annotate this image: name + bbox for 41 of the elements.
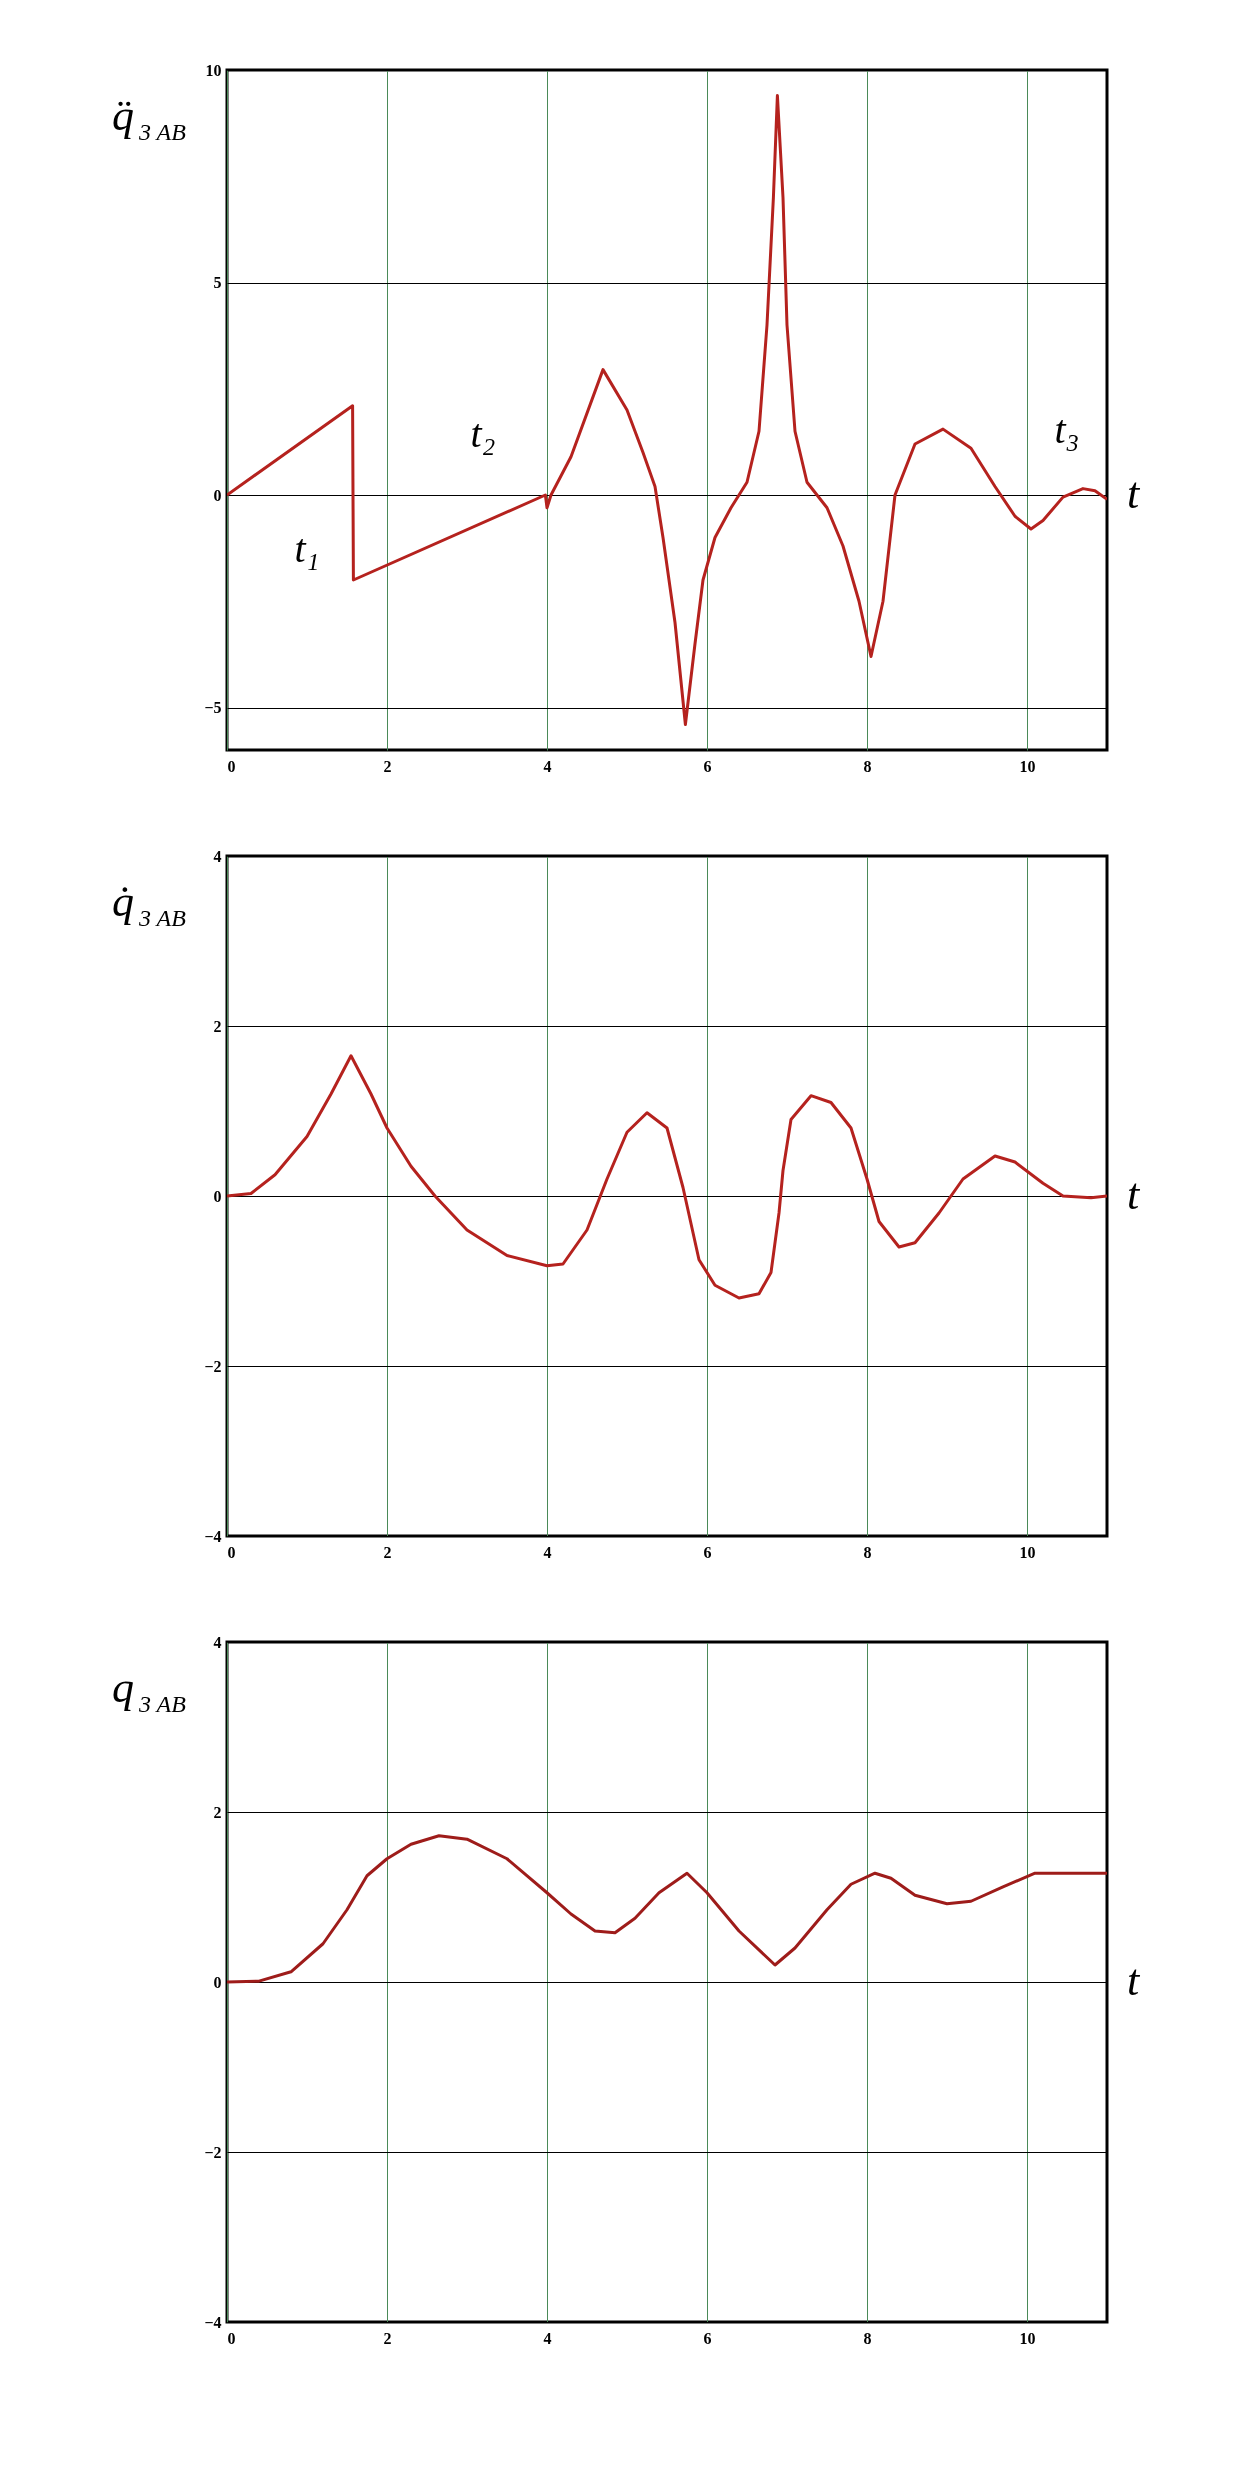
x-axis-title: t: [1127, 1170, 1141, 1219]
x-tick-label: 4: [543, 757, 552, 775]
x-tick-label: 10: [1019, 2329, 1036, 2347]
y-tick-label: 0: [213, 1973, 222, 1991]
x-tick-label: 8: [863, 2329, 872, 2347]
x-tick-label: 8: [863, 757, 872, 775]
annotation: t₃: [1054, 407, 1080, 452]
x-tick-label: 6: [703, 1543, 712, 1561]
y-tick-label: −2: [204, 1357, 222, 1375]
x-axis-title: t: [1127, 469, 1141, 518]
y-tick-label: 10: [205, 61, 222, 79]
x-tick-label: 0: [227, 2329, 236, 2347]
x-tick-label: 4: [543, 1543, 552, 1561]
y-tick-label: 2: [213, 1803, 222, 1821]
x-tick-label: 2: [383, 757, 392, 775]
x-tick-label: 10: [1019, 1543, 1036, 1561]
line-series: [227, 1834, 1107, 1984]
x-tick-label: 6: [703, 2329, 712, 2347]
x-tick-label: 0: [227, 757, 236, 775]
x-tick-label: 4: [543, 2329, 552, 2347]
annotation: t₁: [294, 526, 320, 571]
y-tick-label: −4: [204, 1527, 222, 1545]
y-tick-label: 0: [213, 486, 222, 504]
x-tick-label: 6: [703, 757, 712, 775]
x-tick-label: 8: [863, 1543, 872, 1561]
line-series: [227, 94, 1107, 726]
y-tick-label: −2: [204, 2143, 222, 2161]
y-tick-label: −5: [204, 699, 222, 716]
x-tick-label: 0: [227, 1543, 236, 1561]
y-tick-label: −4: [204, 2313, 222, 2331]
x-axis-title: t: [1127, 1956, 1141, 2005]
y-tick-label: 2: [213, 1017, 222, 1035]
y-tick-label: 4: [213, 847, 222, 865]
annotation: t₂: [470, 411, 496, 456]
y-tick-label: 5: [213, 274, 222, 291]
x-tick-label: 2: [383, 2329, 392, 2347]
x-tick-label: 10: [1019, 757, 1036, 775]
x-tick-label: 2: [383, 1543, 392, 1561]
y-tick-label: 4: [213, 1633, 222, 1651]
y-tick-label: 0: [213, 1187, 222, 1205]
line-series: [227, 1054, 1107, 1300]
